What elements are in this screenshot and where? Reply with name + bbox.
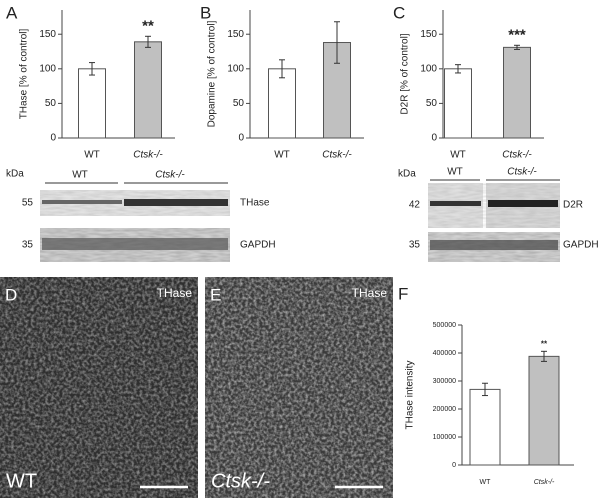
x-tick-label: Ctsk-/- [133,150,163,161]
significance: *** [508,26,526,43]
bar [528,355,560,466]
x-tick-label: Ctsk-/- [322,150,352,161]
x-tick-label: WT [274,150,290,161]
panel-letter: A [6,3,18,22]
bar [503,46,531,139]
stain-label: THase [352,286,388,300]
y-tick-label: 50 [426,98,438,109]
y-axis-label: Dopamine [% of control] [207,20,218,127]
panel-letter: C [393,3,405,22]
blot-group: WT [72,170,88,181]
bar [78,68,106,139]
y-tick-label: 200000 [433,406,456,413]
y-axis-label: THase intensity [405,361,416,430]
size-marker: 55 [22,198,34,209]
y-tick-label: 150 [39,29,56,40]
y-tick-label: 100 [420,63,437,74]
y-tick-label: 100 [227,63,244,74]
x-tick-label: WT [480,479,492,486]
size-marker: 35 [22,240,34,251]
band-label: D2R [563,200,583,211]
blot-group: WT [447,167,463,178]
y-tick-label: 150 [227,29,244,40]
size-marker: 42 [409,200,421,211]
band-label: THase [240,198,270,209]
x-tick-label: Ctsk-/- [534,479,555,486]
blot-group: Ctsk-/- [155,170,185,181]
blot-left [40,182,230,262]
genotype-label: WT [6,470,37,492]
y-tick-label: 50 [233,98,245,109]
bar [134,41,162,139]
x-tick-label: WT [450,150,466,161]
y-tick-label: 150 [420,29,437,40]
panel-letter: B [200,3,211,22]
blot-group: Ctsk-/- [507,167,537,178]
y-tick-label: 0 [50,133,56,144]
size-marker: 35 [409,240,421,251]
y-tick-label: 0 [238,133,244,144]
y-tick-label: 0 [452,462,456,469]
y-tick-label: 0 [431,133,437,144]
y-tick-label: 300000 [433,378,456,385]
y-axis-label: D2R [% of control] [400,33,411,114]
y-tick-label: 100 [39,63,56,74]
micrograph-d [0,277,198,498]
blot-unit: kDa [398,169,416,180]
band-label: GAPDH [240,240,276,251]
y-tick-label: 100000 [433,434,456,441]
panel-letter: E [210,285,221,304]
band-label: GAPDH [563,240,599,251]
y-tick-label: 400000 [433,350,456,357]
genotype-label: Ctsk-/- [211,470,270,492]
blot-unit: kDa [6,169,24,180]
y-tick-label: 50 [45,98,57,109]
y-axis-label: THase [% of control] [19,28,30,119]
bar [444,68,472,139]
bar [469,388,501,466]
significance: ** [541,339,548,348]
bar [268,68,296,139]
blot-right [428,179,560,262]
panel-letter: F [398,284,408,303]
stain-label: THase [157,286,193,300]
panel-letter: D [5,285,17,304]
y-tick-label: 500000 [433,322,456,329]
x-tick-label: WT [84,150,100,161]
micrograph-e [205,277,393,498]
x-tick-label: Ctsk-/- [502,150,532,161]
significance: ** [142,17,154,34]
